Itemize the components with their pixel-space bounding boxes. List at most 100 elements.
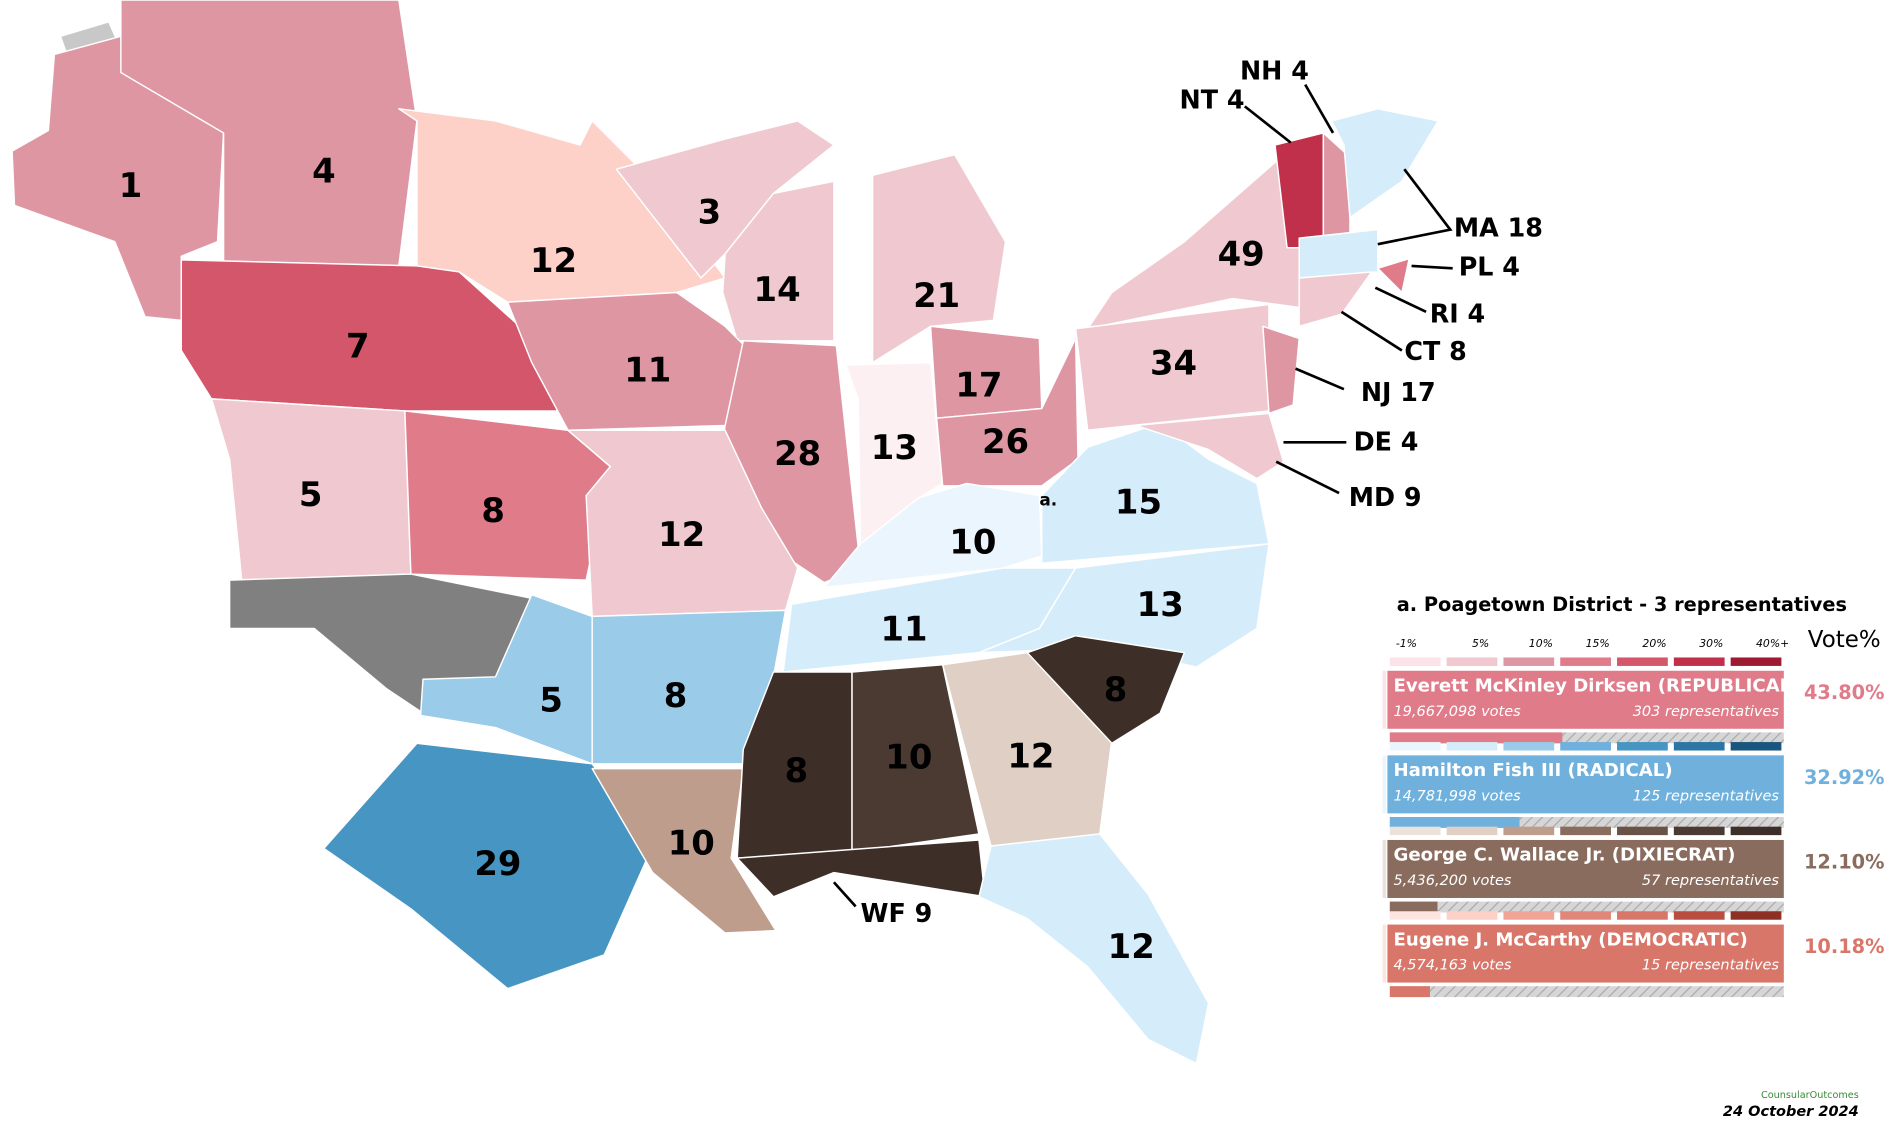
region-label: MD 9 <box>1349 482 1422 512</box>
candidate-votes: 5,436,200 votes <box>1393 873 1511 889</box>
region-label: 17 <box>955 365 1002 404</box>
region <box>1331 108 1439 219</box>
legend: a. Poagetown District - 3 representative… <box>1382 593 1885 998</box>
region <box>851 664 980 853</box>
region-label: DE 4 <box>1354 427 1419 457</box>
leader-line <box>1374 286 1427 314</box>
scale-swatch <box>1446 911 1498 920</box>
scale-swatch <box>1389 911 1441 920</box>
region-labels: 1 4 12 7 3 14 21 11 28 13 17 26 5 8 12 1… <box>119 56 1543 967</box>
scale-swatch <box>1389 657 1441 666</box>
share-track <box>1389 986 1784 998</box>
share-bar <box>1389 986 1430 998</box>
region-label: 11 <box>880 609 927 648</box>
scale-swatch <box>1503 911 1555 920</box>
leader-line <box>1243 105 1292 144</box>
candidate-edge <box>1382 670 1387 729</box>
region-label: 14 <box>754 270 801 309</box>
legend-header: Vote% <box>1808 627 1881 653</box>
scale-label: 10% <box>1529 637 1553 650</box>
vote-share: 12.10% <box>1804 850 1885 873</box>
region-label: 10 <box>949 522 996 561</box>
scale-label: 40%+ <box>1756 637 1789 650</box>
region-label: 15 <box>1115 482 1162 521</box>
scale-swatch <box>1617 826 1668 836</box>
share-track <box>1389 901 1784 913</box>
region <box>1086 156 1306 330</box>
region-label: CT 8 <box>1404 336 1466 366</box>
region-label: 11 <box>624 351 671 390</box>
region <box>1041 422 1270 564</box>
leader-line <box>1295 367 1345 391</box>
district-marker: a. <box>1039 489 1057 509</box>
scale-swatch <box>1730 911 1782 920</box>
scale-label: -1% <box>1396 637 1417 650</box>
region <box>1135 412 1285 480</box>
region-label: 21 <box>913 276 960 315</box>
region-label: 3 <box>698 192 722 231</box>
scale-swatch <box>1389 742 1441 751</box>
region <box>615 120 835 279</box>
leader-line <box>1411 264 1453 270</box>
scale-swatch <box>1730 657 1782 666</box>
region <box>871 153 1007 364</box>
region-label: 13 <box>871 428 918 467</box>
region-label: 4 <box>312 151 336 190</box>
candidate-representatives: 303 representatives <box>1633 704 1780 720</box>
candidate-edge <box>1382 839 1387 898</box>
candidate-representatives: 57 representatives <box>1642 873 1779 889</box>
region-label: 28 <box>774 434 821 473</box>
scale-label: 30% <box>1699 637 1723 650</box>
candidate-representatives: 125 representatives <box>1633 788 1780 804</box>
candidate-name: Hamilton Fish III (RADICAL) <box>1393 760 1672 781</box>
region-label: NT 4 <box>1180 85 1245 115</box>
leader-line <box>832 881 857 908</box>
region-label: NH 4 <box>1240 56 1309 86</box>
region <box>978 543 1270 668</box>
region-label: 5 <box>539 681 563 720</box>
leader-line <box>1275 460 1340 495</box>
scale-swatch <box>1617 657 1668 666</box>
share-track <box>1389 817 1784 828</box>
candidate-edge <box>1382 924 1387 983</box>
scale-label: 20% <box>1642 637 1666 650</box>
leader-line <box>1340 310 1403 352</box>
scale-swatch <box>1503 742 1555 751</box>
vote-share: 43.80% <box>1804 681 1885 704</box>
scale-swatch <box>1503 657 1555 666</box>
region-label: 8 <box>785 751 809 790</box>
region-label: 12 <box>658 515 705 554</box>
region-label: 12 <box>530 241 577 280</box>
scale-swatch <box>1446 742 1498 751</box>
region-label: 34 <box>1150 344 1197 383</box>
candidate-name: Eugene J. McCarthy (DEMOCRATIC) <box>1393 929 1747 950</box>
scale-swatch <box>1730 742 1782 751</box>
region-label: WF 9 <box>860 898 932 928</box>
region <box>941 651 1113 847</box>
scale-swatch <box>1673 911 1725 920</box>
scale-swatch <box>1560 657 1611 666</box>
scale-swatch <box>1673 742 1725 751</box>
region-label: 29 <box>474 844 521 883</box>
map <box>11 0 1439 1065</box>
region <box>736 839 986 898</box>
district-note: a. Poagetown District - 3 representative… <box>1397 593 1847 616</box>
candidate-representatives: 15 representatives <box>1642 958 1779 974</box>
scale-swatch <box>1389 826 1441 836</box>
region-label: 10 <box>885 737 932 776</box>
region-label: 8 <box>664 676 688 715</box>
region-label: 13 <box>1137 585 1184 624</box>
candidate-votes: 14,781,998 votes <box>1393 788 1521 804</box>
leader-lines <box>832 83 1453 908</box>
region <box>1026 634 1186 745</box>
scale-swatch <box>1673 657 1725 666</box>
candidate-box <box>1387 755 1784 814</box>
candidate-name: George C. Wallace Jr. (DIXIECRAT) <box>1393 845 1735 866</box>
region-label: 8 <box>481 491 505 530</box>
region-label: 7 <box>346 327 370 366</box>
candidate-name: Everett McKinley Dirksen (REPUBLICAN) <box>1393 675 1803 696</box>
scale-swatch <box>1503 826 1555 836</box>
candidate-box <box>1387 670 1784 729</box>
candidate-box <box>1387 924 1784 983</box>
